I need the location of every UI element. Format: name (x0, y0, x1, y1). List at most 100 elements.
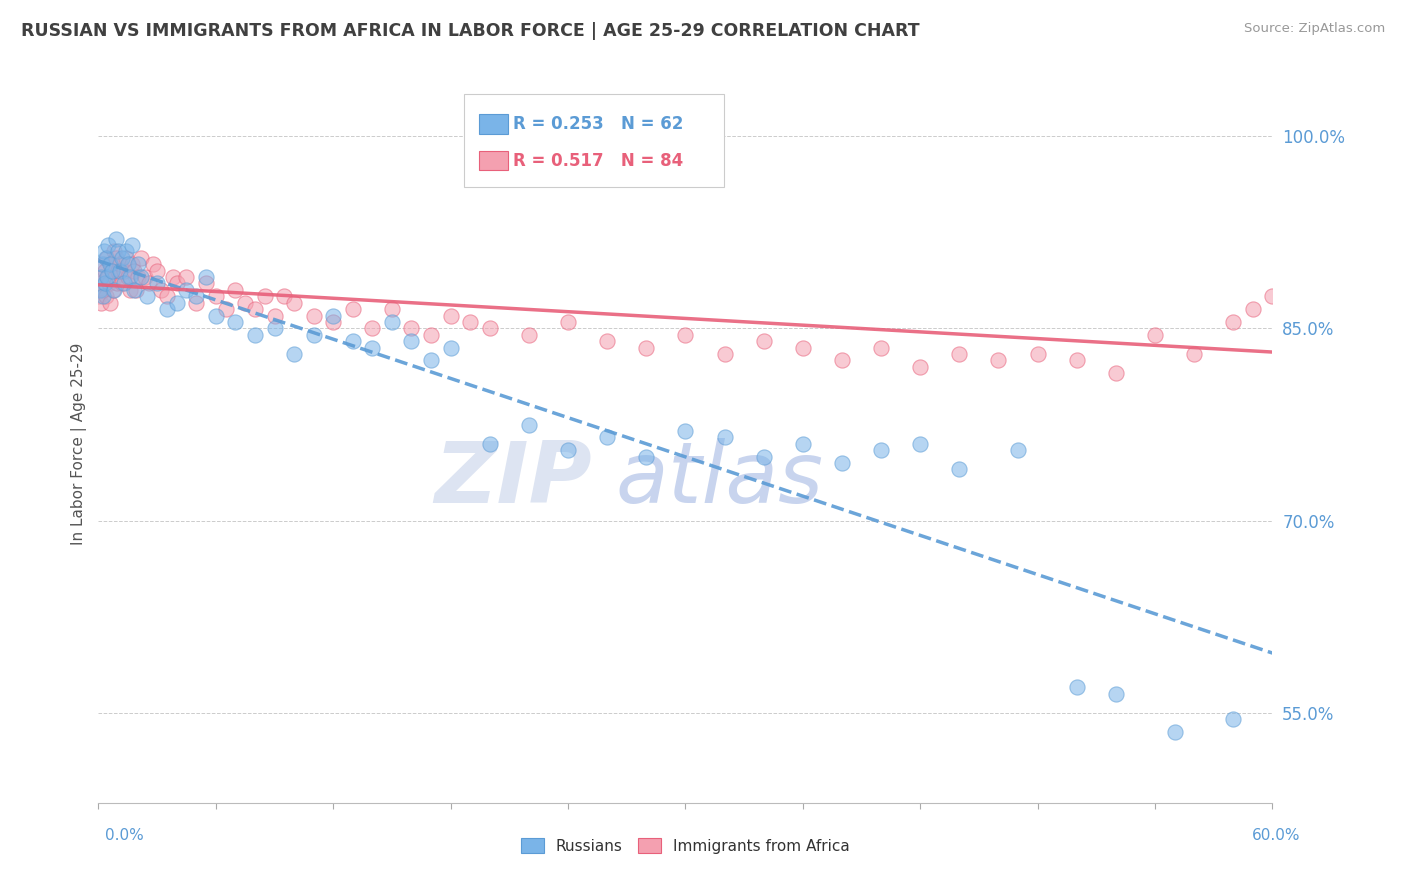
Point (122, 283, 145, 297)
Point (233, 295, 256, 310)
Point (111, 251, 134, 265)
Point (96, 289, 118, 303)
Point (322, 315, 344, 329)
Point (205, 309, 228, 323)
Point (831, 456, 853, 470)
Point (94, 263, 117, 277)
Point (117, 270, 139, 285)
Point (987, 353, 1010, 368)
Point (1163, 725, 1185, 739)
Point (111, 277, 134, 291)
Point (98, 277, 121, 291)
Text: 60.0%: 60.0% (1253, 828, 1301, 843)
Point (596, 430, 619, 444)
Point (96, 270, 118, 285)
Point (94, 277, 117, 291)
Point (176, 283, 198, 297)
Text: ZIP: ZIP (434, 438, 592, 521)
Y-axis label: In Labor Force | Age 25-29: In Labor Force | Age 25-29 (72, 343, 87, 545)
Point (142, 257, 165, 271)
Point (195, 270, 218, 285)
Point (1026, 347, 1049, 361)
Point (713, 430, 735, 444)
Point (557, 315, 579, 329)
Point (1222, 713, 1244, 727)
Point (1182, 347, 1205, 361)
Point (1105, 366, 1128, 380)
Point (1105, 687, 1128, 701)
Point (195, 277, 218, 291)
Point (1066, 681, 1088, 695)
Point (948, 347, 970, 361)
Point (792, 341, 814, 355)
Point (91, 257, 114, 271)
Point (89, 289, 111, 303)
Point (1281, 277, 1303, 291)
Point (103, 283, 125, 297)
Point (517, 417, 540, 432)
Point (134, 270, 156, 285)
Point (101, 263, 124, 277)
Point (439, 309, 461, 323)
Point (166, 277, 188, 291)
Point (283, 347, 305, 361)
Point (792, 437, 814, 451)
Point (870, 341, 893, 355)
Point (263, 321, 285, 335)
Point (831, 353, 853, 368)
Point (118, 270, 141, 285)
Point (636, 450, 658, 464)
Point (458, 315, 481, 329)
Point (1066, 353, 1088, 368)
Point (138, 277, 160, 291)
Point (121, 238, 143, 252)
Text: R = 0.517   N = 84: R = 0.517 N = 84 (513, 152, 683, 169)
Point (117, 257, 139, 271)
Point (361, 321, 384, 335)
Point (214, 302, 236, 317)
Point (342, 302, 364, 317)
Point (263, 309, 285, 323)
Point (90, 295, 112, 310)
Point (156, 289, 179, 303)
Point (105, 277, 128, 291)
Point (675, 424, 697, 438)
Point (1222, 315, 1244, 329)
Point (121, 257, 143, 271)
Point (112, 277, 135, 291)
Point (478, 437, 501, 451)
Point (675, 327, 697, 342)
Point (90, 270, 112, 285)
Point (98, 257, 121, 271)
Point (596, 334, 619, 349)
Point (97, 238, 120, 252)
Point (108, 263, 131, 277)
Point (517, 327, 540, 342)
Point (439, 341, 461, 355)
Point (243, 302, 266, 317)
Point (101, 283, 124, 297)
Point (253, 289, 276, 303)
Point (381, 302, 404, 317)
Point (89, 283, 111, 297)
Point (118, 283, 141, 297)
Point (948, 462, 970, 476)
Point (224, 283, 246, 297)
Point (166, 295, 188, 310)
Point (131, 251, 153, 265)
Point (478, 321, 501, 335)
Point (420, 327, 443, 342)
Point (1144, 327, 1167, 342)
Point (91, 270, 114, 285)
Point (93, 244, 115, 259)
Point (107, 244, 129, 259)
Text: 0.0%: 0.0% (105, 828, 145, 843)
Point (273, 289, 295, 303)
Point (146, 277, 169, 291)
Point (131, 270, 153, 285)
Point (105, 232, 128, 246)
Point (97, 270, 120, 285)
Point (302, 309, 325, 323)
Text: Source: ZipAtlas.com: Source: ZipAtlas.com (1244, 22, 1385, 36)
Point (162, 270, 184, 285)
